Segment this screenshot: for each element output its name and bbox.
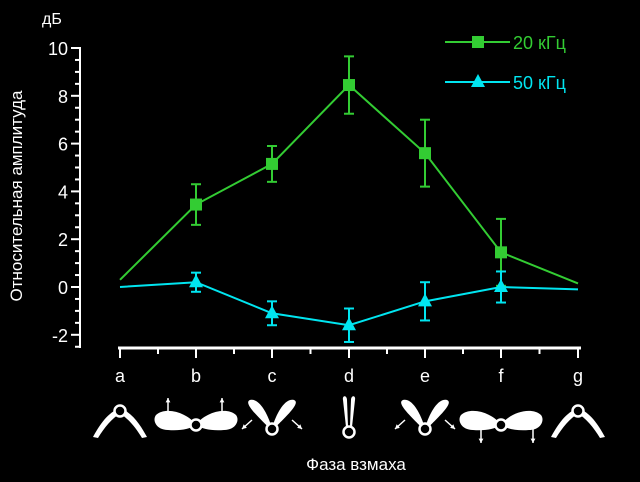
body-circle (571, 404, 585, 418)
x-tick-label: g (573, 366, 583, 386)
data-point (190, 198, 202, 211)
wing-right (501, 410, 543, 431)
wing-right (577, 409, 605, 438)
series-layer (119, 55, 579, 343)
x-axis-title: Фаза взмаха (306, 455, 406, 474)
series-1 (119, 270, 579, 343)
motion-arrowhead (530, 438, 536, 443)
x-tick-label: b (191, 366, 201, 386)
wing-right (196, 410, 238, 431)
wing-left (401, 399, 424, 429)
wing-left (551, 409, 579, 438)
data-point (419, 147, 431, 160)
wing-left (342, 396, 348, 427)
wing-left (154, 410, 196, 431)
body-circle (189, 418, 203, 432)
body-circle (494, 418, 508, 432)
y-axis: 10 8 6 4 2 0 -2 (48, 39, 81, 348)
wing-phase-icon-c (241, 399, 303, 436)
y-tick-label: 4 (58, 182, 68, 202)
wing-phase-icon-d (342, 396, 356, 439)
wing-left (93, 409, 121, 438)
data-point (189, 274, 203, 288)
legend-label: 50 кГц (513, 73, 566, 93)
y-tick-label: 2 (58, 230, 68, 250)
y-tick-label: 10 (48, 39, 68, 59)
data-point (494, 279, 508, 292)
body-circle (113, 404, 127, 418)
y-tick-label: -2 (52, 326, 68, 346)
wing-left (248, 399, 271, 429)
wing-right (426, 399, 449, 429)
motion-arrowhead (242, 424, 247, 429)
data-point (495, 246, 507, 259)
wing-right (273, 399, 296, 429)
data-point (418, 293, 432, 307)
motion-arrowhead (395, 424, 400, 429)
motion-arrowhead (219, 398, 225, 403)
data-point (342, 317, 356, 331)
legend-label: 20 кГц (513, 33, 566, 53)
x-tick-label: a (115, 366, 126, 386)
x-tick-label: f (498, 366, 504, 386)
data-point (343, 79, 355, 92)
x-tick-label: d (344, 366, 354, 386)
y-axis-title: Относительная амплитуда (7, 90, 26, 301)
wing-phase-icon-g (551, 404, 605, 438)
series-0 (119, 55, 579, 287)
motion-arrowhead (165, 398, 171, 403)
body-circle (265, 422, 279, 436)
wing-phase-icon-f (459, 410, 543, 443)
wing-phase-icon-e (394, 399, 456, 436)
data-point (265, 305, 279, 319)
wing-phase-icon-a (93, 404, 147, 438)
body-circle (418, 422, 432, 436)
series-line (119, 83, 579, 285)
legend-marker (471, 74, 485, 87)
y-tick-label: 8 (58, 87, 68, 107)
motion-arrowhead (297, 424, 302, 429)
wing-right (119, 409, 147, 438)
body-circle (342, 425, 356, 439)
wing-phase-icon-b (154, 398, 238, 432)
legend: 20 кГц 50 кГц (445, 33, 566, 93)
motion-arrowhead (478, 438, 484, 443)
y-unit-label: дБ (42, 11, 62, 28)
x-tick-label: c (268, 366, 277, 386)
legend-marker (472, 36, 484, 48)
y-tick-label: 6 (58, 135, 68, 155)
x-tick-label: e (420, 366, 430, 386)
wing-phase-icons (93, 396, 605, 443)
data-point (266, 157, 278, 170)
wing-left (459, 410, 501, 431)
x-axis: a b c d e f g (115, 346, 583, 386)
y-tick-label: 0 (58, 278, 68, 298)
motion-arrowhead (450, 424, 455, 429)
wing-right (350, 396, 356, 427)
